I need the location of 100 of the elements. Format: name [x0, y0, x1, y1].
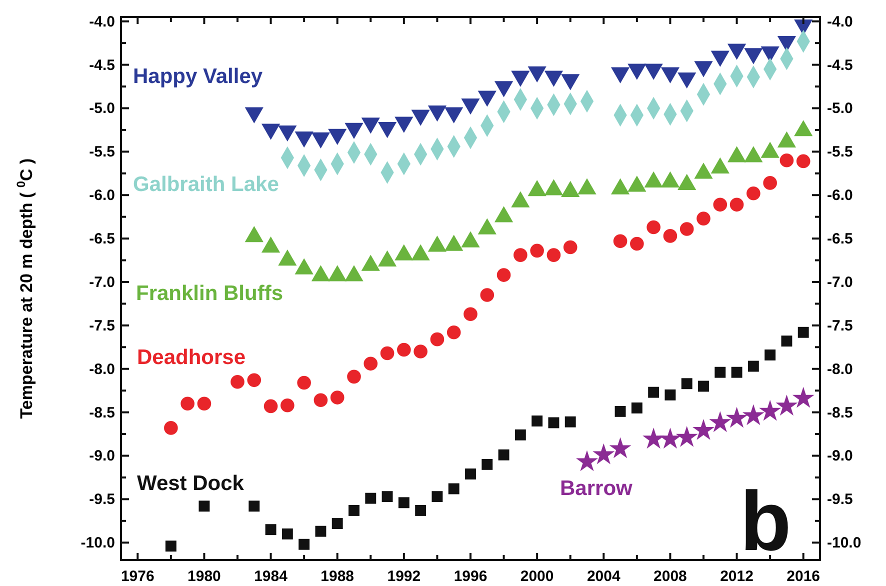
series-label: Deadhorse	[137, 346, 246, 369]
point	[546, 248, 561, 262]
y2-tick-label: -8.5	[827, 404, 853, 422]
point	[397, 342, 411, 357]
y-tick-label: -8.0	[89, 360, 115, 378]
y2-tick-label: -6.0	[827, 187, 853, 204]
point	[430, 332, 444, 346]
point	[759, 400, 782, 421]
point	[659, 428, 682, 449]
x-tick-label: 2000	[520, 568, 554, 585]
point	[742, 404, 764, 426]
point	[576, 450, 598, 472]
point	[448, 483, 460, 494]
x-tick-label: 2004	[586, 568, 621, 585]
y2-tick-label: -8.0	[827, 360, 853, 378]
point	[514, 248, 528, 262]
y2-tick-label: -4.0	[827, 13, 853, 30]
y-tick-label: -4.0	[89, 13, 115, 30]
point	[230, 375, 244, 389]
point	[197, 396, 212, 411]
y-tick-label: -6.5	[89, 230, 115, 248]
x-tick-label: 1984	[254, 568, 288, 585]
point	[563, 240, 578, 254]
point	[730, 198, 744, 212]
point	[631, 402, 642, 414]
x-tick-label: 1976	[120, 568, 154, 585]
point	[664, 389, 676, 400]
point	[530, 244, 544, 258]
point	[265, 524, 276, 536]
point	[663, 229, 678, 243]
point	[792, 386, 814, 408]
x-tick-label: 1992	[387, 568, 421, 585]
y-tick-label: -10.0	[80, 534, 115, 552]
point	[498, 449, 510, 460]
point	[415, 505, 426, 516]
y2-tick-label: -5.0	[827, 100, 853, 118]
point	[514, 429, 526, 440]
point	[180, 396, 194, 411]
point	[614, 406, 626, 417]
point	[714, 366, 726, 378]
point	[796, 154, 810, 168]
point	[465, 468, 476, 480]
point	[776, 394, 798, 416]
x-tick-label: 2016	[786, 568, 820, 585]
point	[592, 443, 615, 464]
point	[731, 366, 742, 378]
point	[365, 492, 376, 504]
point	[532, 416, 543, 426]
y2-tick-label: -6.5	[827, 230, 853, 248]
y-tick-label: -9.0	[89, 448, 115, 465]
y-tick-label: -7.0	[89, 274, 115, 291]
point	[414, 344, 428, 358]
y2-tick-label: -5.5	[827, 144, 853, 161]
x-tick-label: 2012	[720, 568, 754, 585]
point	[364, 356, 378, 371]
point	[709, 411, 732, 432]
point	[781, 336, 792, 347]
y2-tick-label: -7.0	[827, 274, 853, 291]
point	[798, 326, 809, 338]
point	[164, 421, 178, 435]
series-label: Happy Valley	[133, 65, 263, 88]
point	[347, 370, 361, 384]
y-tick-label: -6.0	[89, 187, 115, 204]
point	[746, 186, 760, 200]
point	[314, 393, 328, 408]
point	[548, 417, 560, 428]
point	[763, 176, 777, 190]
x-tick-label: 1988	[320, 568, 354, 585]
point	[165, 540, 176, 552]
point	[264, 399, 278, 414]
point	[696, 212, 710, 226]
point	[480, 288, 494, 302]
point	[496, 268, 511, 282]
point	[464, 307, 478, 322]
annotation: b	[740, 474, 792, 568]
point	[280, 398, 294, 412]
point	[446, 325, 461, 340]
point	[681, 378, 692, 390]
point	[726, 406, 748, 428]
point	[613, 234, 628, 248]
point	[332, 518, 343, 529]
point	[692, 418, 714, 440]
point	[748, 360, 759, 372]
y-tick-label: -4.5	[89, 56, 115, 74]
point	[482, 458, 493, 470]
point	[380, 346, 394, 360]
series-label: Franklin Bluffs	[136, 282, 284, 305]
y-tick-label: -5.5	[89, 144, 115, 161]
point	[398, 497, 410, 508]
point	[676, 426, 698, 447]
point	[348, 505, 360, 516]
point	[382, 491, 393, 502]
point	[198, 500, 210, 512]
point	[646, 220, 660, 234]
y2-tick-label: -4.5	[827, 56, 853, 74]
point	[713, 198, 728, 212]
point	[315, 526, 326, 537]
point	[282, 528, 293, 540]
point	[680, 222, 694, 236]
point	[297, 376, 311, 390]
